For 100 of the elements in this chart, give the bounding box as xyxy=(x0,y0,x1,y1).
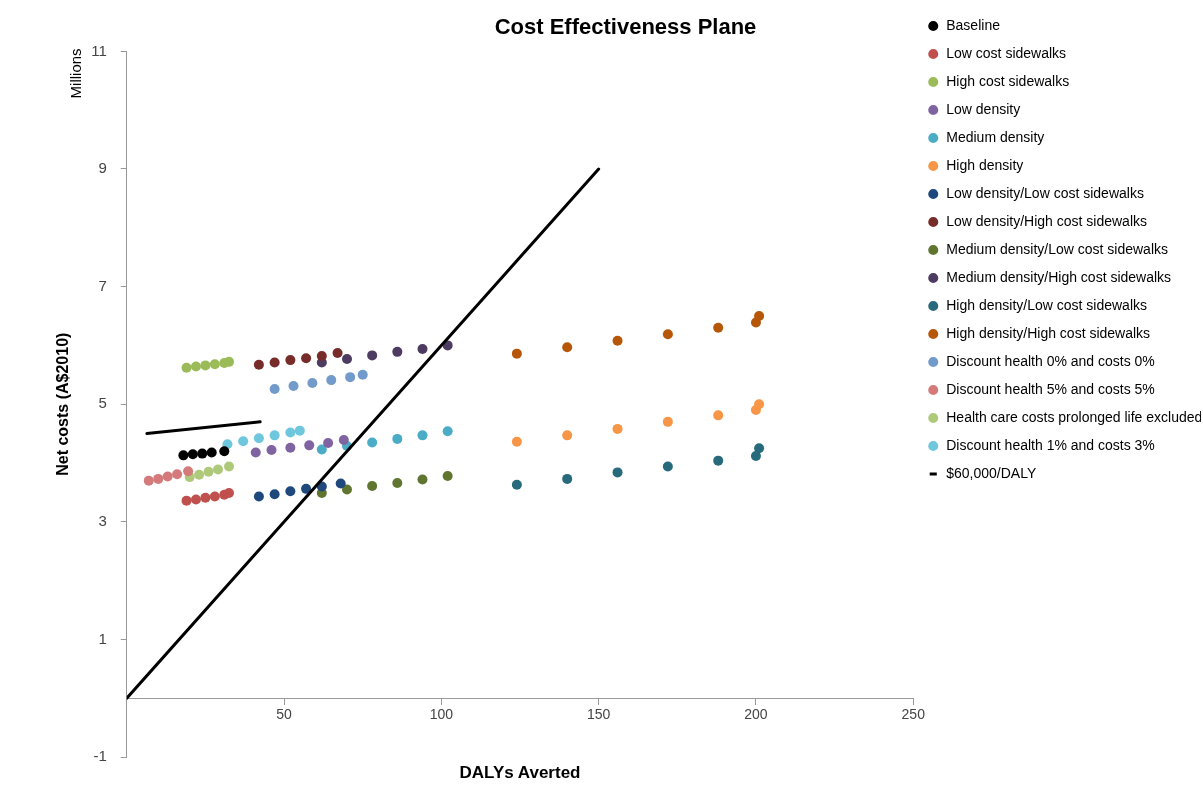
point xyxy=(253,491,264,502)
point xyxy=(294,425,305,436)
point xyxy=(713,455,724,466)
point xyxy=(206,447,217,458)
point xyxy=(269,383,280,394)
legend-label: $60,000/DALY xyxy=(946,464,1037,481)
point xyxy=(341,484,352,495)
point xyxy=(190,494,201,505)
point xyxy=(181,362,192,373)
y-tick-label: 5 xyxy=(98,394,107,412)
point xyxy=(316,350,327,361)
point xyxy=(238,436,249,447)
point xyxy=(367,437,378,448)
legend-label: Baseline xyxy=(946,16,1001,33)
y-tick-label: 11 xyxy=(91,41,107,59)
legend-label: Low density xyxy=(946,100,1021,117)
point xyxy=(153,473,164,484)
point xyxy=(250,447,261,458)
point xyxy=(335,478,346,489)
legend-label: Medium density xyxy=(946,128,1045,145)
y-tick-label: 7 xyxy=(98,276,107,294)
y-tick-label: -1 xyxy=(93,747,107,765)
text: Millions xyxy=(66,48,84,99)
point xyxy=(213,464,223,475)
point xyxy=(754,399,765,410)
point xyxy=(285,427,296,438)
point xyxy=(200,492,211,503)
point xyxy=(143,475,154,486)
legend-label: Discount health 5% and costs 5% xyxy=(946,380,1155,397)
point xyxy=(187,449,198,460)
point xyxy=(332,348,343,359)
x-tick-label: 50 xyxy=(276,706,293,723)
point xyxy=(338,435,349,446)
point xyxy=(326,375,337,386)
point xyxy=(562,430,573,441)
point xyxy=(253,433,264,444)
legend-label: Low cost sidewalks xyxy=(946,44,1067,61)
point xyxy=(662,329,673,340)
point xyxy=(713,322,724,333)
x-tick-label: 150 xyxy=(586,706,611,723)
point xyxy=(209,491,220,502)
legend-label: Medium density/High cost sidewalks xyxy=(946,268,1172,285)
point xyxy=(754,311,765,321)
point xyxy=(197,448,208,459)
point xyxy=(219,446,230,457)
point xyxy=(562,473,573,484)
point xyxy=(713,410,724,421)
point xyxy=(181,495,192,506)
point xyxy=(285,486,296,497)
point xyxy=(612,467,623,478)
point xyxy=(172,469,183,480)
point xyxy=(323,438,334,449)
point xyxy=(442,426,453,437)
point xyxy=(357,369,368,380)
point xyxy=(269,430,280,441)
point xyxy=(754,443,765,454)
point xyxy=(442,470,453,481)
point xyxy=(662,461,673,472)
point xyxy=(288,380,299,391)
point xyxy=(194,469,205,480)
legend-label: High cost sidewalks xyxy=(946,72,1070,89)
point xyxy=(224,356,235,367)
point xyxy=(417,430,428,441)
y-axis-title: Net costs (A$2010) xyxy=(54,332,72,476)
y-tick-label: 3 xyxy=(98,511,107,529)
point xyxy=(367,350,378,361)
legend-label: Medium density/Low cost sidewalks xyxy=(946,240,1169,257)
point xyxy=(190,361,201,372)
point xyxy=(178,450,189,461)
point xyxy=(612,423,623,434)
legend-label: Low density/High cost sidewalks xyxy=(946,212,1148,229)
point xyxy=(662,416,673,427)
legend-label: Discount health 0% and costs 0% xyxy=(946,352,1155,369)
point xyxy=(750,450,761,461)
legend-label: Health care costs prolonged life excluded xyxy=(946,408,1203,425)
point xyxy=(266,445,277,456)
point xyxy=(511,436,522,447)
legend-label: Low density/Low cost sidewalks xyxy=(946,184,1144,201)
point xyxy=(183,466,194,477)
point xyxy=(511,479,522,490)
point xyxy=(200,360,211,371)
point xyxy=(301,483,312,494)
point xyxy=(301,353,312,364)
point xyxy=(392,477,403,488)
point xyxy=(511,348,522,359)
chart-title: Cost Effectiveness Plane xyxy=(494,14,757,40)
point xyxy=(392,433,403,444)
x-tick-label: 100 xyxy=(429,706,454,723)
legend-label: High density/Low cost sidewalks xyxy=(946,296,1148,313)
y-tick-label: 1 xyxy=(98,629,107,647)
point xyxy=(562,342,573,353)
x-tick-label: 250 xyxy=(901,706,926,723)
point xyxy=(316,444,327,455)
point xyxy=(209,359,220,370)
point xyxy=(417,343,428,354)
point xyxy=(285,442,296,453)
point xyxy=(162,471,173,482)
legend-label: Discount health 1% and costs 3% xyxy=(946,436,1155,453)
point xyxy=(203,466,214,477)
point xyxy=(304,440,315,451)
